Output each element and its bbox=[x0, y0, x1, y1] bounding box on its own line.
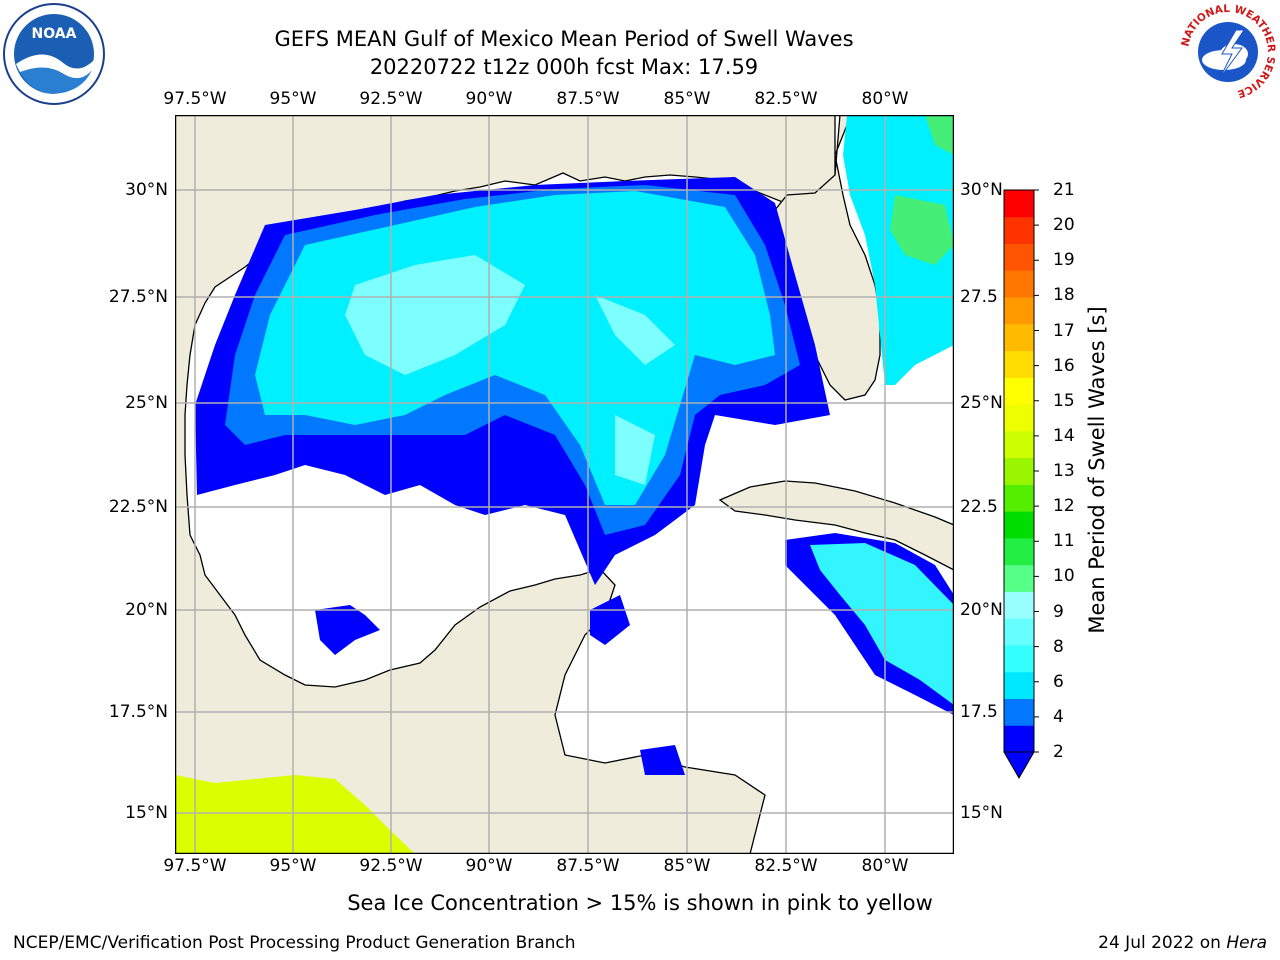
gulf-map bbox=[175, 115, 954, 854]
sea-ice-caption: Sea Ice Concentration > 15% is shown in … bbox=[347, 891, 933, 915]
colorbar-tick: 20 bbox=[1053, 215, 1075, 236]
lat-tick-left: 25°N bbox=[125, 393, 168, 413]
colorbar-tick: 10 bbox=[1053, 566, 1075, 587]
colorbar-tick: 15 bbox=[1053, 390, 1075, 411]
colorbar-segment bbox=[1004, 644, 1034, 673]
footer-date-text: 24 Jul 2022 on bbox=[1098, 933, 1227, 953]
colorbar-tick: 16 bbox=[1053, 355, 1075, 376]
map-frame bbox=[175, 115, 954, 854]
lat-tick-left: 27.5°N bbox=[108, 287, 168, 307]
colorbar-segment bbox=[1004, 698, 1034, 726]
colorbar-segment bbox=[1004, 243, 1034, 271]
nws-logo: NATIONAL WEATHER SERVICE bbox=[1179, 3, 1277, 100]
lon-tick-top: 90°W bbox=[465, 89, 513, 109]
lat-tick-left: 20°N bbox=[125, 600, 168, 620]
map-subtitle: 20220722 t12z 000h fcst Max: 17.59 bbox=[369, 55, 759, 79]
swell-8-9s bbox=[345, 255, 675, 485]
swell-6-8s bbox=[255, 191, 775, 505]
lon-tick-bottom: 82.5°W bbox=[754, 856, 818, 876]
lat-tick-right: 17.5 bbox=[960, 702, 998, 722]
colorbar-segment bbox=[1004, 564, 1034, 592]
colorbar-tick: 9 bbox=[1053, 601, 1064, 622]
lat-tick-left: 22.5°N bbox=[108, 497, 168, 517]
colorbar-tick: 21 bbox=[1053, 180, 1075, 200]
colorbar-segment bbox=[1004, 591, 1034, 619]
swell-caribbean-cyan bbox=[810, 543, 954, 705]
land-cuba bbox=[718, 480, 954, 571]
lon-tick-top: 87.5°W bbox=[556, 89, 620, 109]
colorbar-segment bbox=[1004, 297, 1034, 325]
lon-tick-top: 95°W bbox=[269, 89, 317, 109]
map-title: GEFS MEAN Gulf of Mexico Mean Period of … bbox=[274, 27, 854, 51]
colorbar-segment bbox=[1004, 537, 1034, 566]
lat-tick-right: 27.5 bbox=[960, 287, 998, 307]
lon-tick-top: 97.5°W bbox=[163, 89, 227, 109]
colorbar-tick: 4 bbox=[1053, 706, 1064, 727]
colorbar-segment bbox=[1004, 511, 1034, 539]
noaa-logo-text: NOAA bbox=[32, 26, 77, 42]
lon-tick-bottom: 92.5°W bbox=[359, 856, 423, 876]
colorbar-extend-arrow bbox=[1003, 751, 1035, 780]
lat-tick-right: 15°N bbox=[960, 803, 1003, 823]
colorbar-tick: 6 bbox=[1053, 671, 1064, 692]
colorbar-segment bbox=[1004, 671, 1034, 699]
lon-tick-bottom: 95°W bbox=[269, 856, 317, 876]
ice-region bbox=[175, 775, 415, 854]
lon-tick-top: 92.5°W bbox=[359, 89, 423, 109]
lon-tick-top: 82.5°W bbox=[754, 89, 818, 109]
lat-tick-right: 22.5 bbox=[960, 497, 998, 517]
swell-patch-yucatan bbox=[590, 595, 685, 775]
lat-tick-left: 17.5°N bbox=[108, 702, 168, 722]
colorbar-tick: 17 bbox=[1053, 320, 1075, 341]
lat-tick-left: 30°N bbox=[125, 180, 168, 200]
colorbar-segment bbox=[1004, 457, 1034, 485]
lat-tick-right: 30°N bbox=[960, 180, 1003, 200]
colorbar-tick: 2 bbox=[1053, 742, 1064, 762]
colorbar-segment bbox=[1004, 484, 1034, 512]
lon-tick-bottom: 97.5°W bbox=[163, 856, 227, 876]
colorbar-segment bbox=[1004, 618, 1034, 646]
colorbar-segment bbox=[1004, 404, 1034, 432]
colorbar-segment bbox=[1004, 430, 1034, 459]
colorbar-segment bbox=[1004, 725, 1034, 753]
graticule bbox=[175, 115, 954, 854]
colorbar-segment bbox=[1004, 377, 1034, 405]
lon-tick-top: 80°W bbox=[861, 89, 909, 109]
lon-tick-bottom: 85°W bbox=[663, 856, 711, 876]
footer-credit: NCEP/EMC/Verification Post Processing Pr… bbox=[13, 933, 576, 953]
colorbar-tick: 12 bbox=[1053, 496, 1075, 517]
lon-tick-bottom: 90°W bbox=[465, 856, 513, 876]
colorbar-tick: 11 bbox=[1053, 531, 1075, 552]
noaa-logo: NOAA bbox=[3, 3, 105, 105]
colorbar-segment bbox=[1004, 350, 1034, 378]
lon-tick-bottom: 80°W bbox=[861, 856, 909, 876]
swell-patch-bay bbox=[315, 605, 380, 655]
footer-host: Hera bbox=[1226, 933, 1267, 953]
swell-atlantic bbox=[843, 115, 954, 385]
colorbar-segment bbox=[1004, 270, 1034, 298]
lat-tick-right: 20°N bbox=[960, 600, 1003, 620]
colorbar-label: Mean Period of Swell Waves [s] bbox=[1085, 306, 1109, 634]
colorbar-segment bbox=[1004, 323, 1034, 352]
lon-tick-top: 85°W bbox=[663, 89, 711, 109]
colorbar-tick: 19 bbox=[1053, 250, 1075, 271]
colorbar-tick: 8 bbox=[1053, 636, 1064, 657]
colorbar-tick: 18 bbox=[1053, 285, 1075, 306]
lat-tick-left: 15°N bbox=[125, 803, 168, 823]
colorbar-segment bbox=[1004, 216, 1034, 245]
colorbar bbox=[1003, 189, 1039, 780]
footer-date: 24 Jul 2022 on Hera bbox=[1098, 933, 1267, 953]
colorbar-tick: 14 bbox=[1053, 425, 1075, 446]
colorbar-segment bbox=[1004, 190, 1034, 218]
swell-atlantic-green bbox=[890, 115, 954, 265]
colorbar-tick: 13 bbox=[1053, 461, 1075, 481]
lat-tick-right: 25°N bbox=[960, 393, 1003, 413]
lon-tick-bottom: 87.5°W bbox=[556, 856, 620, 876]
